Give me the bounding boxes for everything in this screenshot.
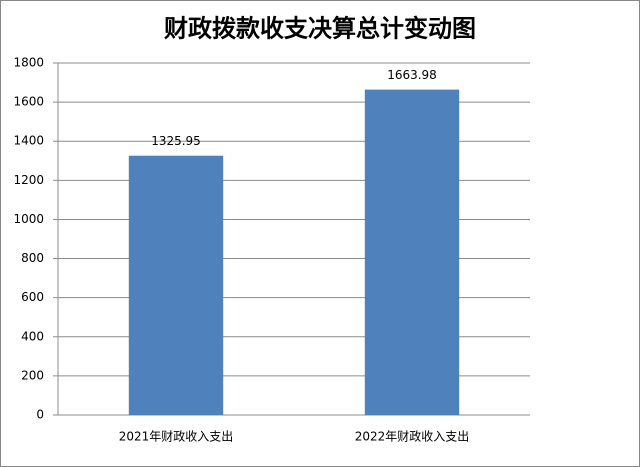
bar	[128, 155, 224, 415]
chart-title: 财政拨款收支决算总计变动图	[164, 14, 476, 43]
y-tick-label: 1800	[13, 56, 44, 70]
y-tick-label: 200	[21, 368, 44, 382]
value-label: 1325.95	[151, 134, 201, 148]
y-tick-label: 800	[21, 251, 44, 265]
y-tick-label: 600	[21, 290, 44, 304]
y-tick-label: 1000	[13, 212, 44, 226]
y-tick-label: 1200	[13, 173, 44, 187]
x-tick-label: 2022年财政收入支出	[355, 430, 470, 444]
y-tick-label: 1400	[13, 134, 44, 148]
y-tick-label: 400	[21, 329, 44, 343]
y-tick-label: 0	[36, 408, 44, 422]
x-tick-label: 2021年财政收入支出	[119, 430, 234, 444]
bar	[364, 89, 460, 416]
y-tick-label: 1600	[13, 95, 44, 109]
value-label: 1663.98	[387, 68, 437, 82]
